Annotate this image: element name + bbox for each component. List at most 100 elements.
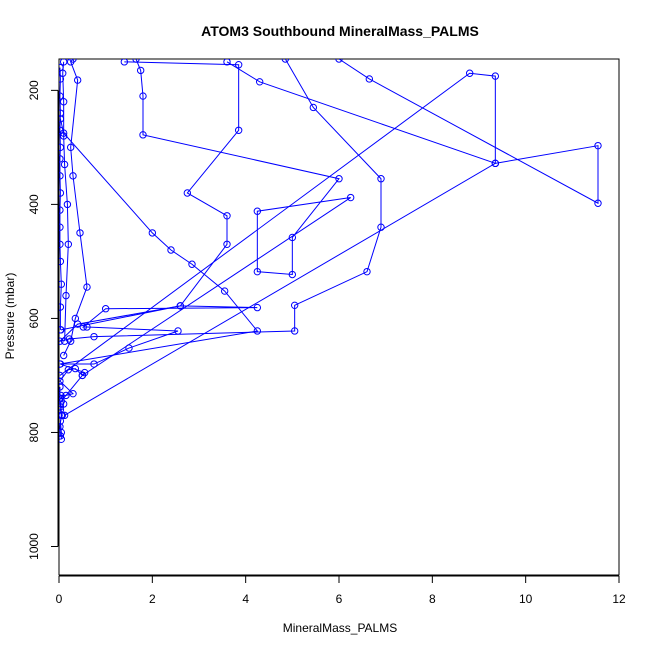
data-point [594, 199, 602, 207]
series-line-3 [60, 61, 240, 331]
series-line-1 [59, 59, 382, 436]
data-point [60, 411, 69, 420]
x-tick-label: 6 [336, 592, 343, 606]
x-tick-label: 0 [56, 592, 63, 606]
data-point [59, 397, 66, 405]
data-point [255, 78, 264, 86]
data-point [64, 366, 73, 374]
plot-frame [58, 58, 620, 576]
data-point [253, 327, 262, 335]
data-point [220, 287, 229, 295]
data-point [59, 115, 65, 123]
data-point [101, 305, 110, 313]
y-tick-label: 600 [27, 308, 41, 328]
data-point [223, 59, 231, 66]
data-point [491, 72, 500, 80]
data-point [69, 59, 77, 63]
data-point [253, 207, 262, 215]
y-tick-label: 1000 [27, 533, 41, 560]
data-point [281, 59, 290, 63]
series-line-4 [60, 59, 351, 402]
x-tick-label: 2 [149, 592, 156, 606]
y-tick-label: 400 [27, 194, 41, 214]
data-point [90, 360, 98, 368]
data-point [183, 189, 192, 197]
data-point [377, 223, 385, 231]
data-point [59, 126, 64, 134]
x-tick-label: 4 [242, 592, 249, 606]
series-line-8 [62, 61, 69, 342]
data-point [309, 103, 318, 112]
data-point [59, 303, 65, 311]
data-point [290, 327, 299, 335]
data-point [69, 389, 77, 398]
data-point [59, 240, 64, 248]
data-point [59, 206, 64, 214]
data-point [59, 257, 65, 266]
data-point [335, 59, 343, 63]
data-point [78, 371, 87, 380]
data-point [365, 75, 374, 83]
data-point [63, 200, 72, 209]
data-point [59, 326, 65, 334]
data-point [59, 383, 64, 391]
data-point [59, 394, 64, 402]
data-point [59, 280, 66, 288]
data-point [120, 59, 129, 66]
data-point [59, 63, 64, 72]
x-axis-label: MineralMass_PALMS [283, 621, 397, 635]
data-point [253, 267, 262, 276]
data-point [59, 92, 64, 100]
data-point [346, 193, 355, 202]
data-point [59, 109, 65, 117]
series-lines [59, 59, 599, 440]
data-point [59, 223, 64, 231]
data-point [59, 189, 65, 197]
series-line-2 [59, 118, 259, 365]
data-point [139, 92, 147, 100]
data-point [59, 155, 64, 163]
data-point [59, 143, 65, 152]
data-point [69, 172, 77, 180]
series-line-6 [59, 61, 496, 376]
data-point [223, 212, 231, 220]
x-axis: 0 2 4 6 8 10 12 [56, 575, 626, 606]
data-point [59, 403, 65, 411]
data-point [76, 229, 84, 237]
data-point [59, 371, 64, 380]
data-point [60, 160, 69, 169]
data-point [62, 391, 70, 400]
series-line-9 [63, 59, 88, 356]
data-point [59, 428, 66, 437]
data-point [167, 246, 175, 254]
data-point [594, 141, 602, 150]
data-point [59, 351, 68, 360]
data-point [71, 364, 80, 373]
y-axis: 200 400 600 800 1000 [27, 80, 59, 560]
data-point [136, 66, 145, 75]
data-point [288, 233, 297, 242]
data-point [335, 175, 343, 183]
data-point [59, 391, 65, 400]
data-point [59, 411, 66, 420]
y-tick-label: 200 [27, 80, 41, 100]
data-point [253, 303, 262, 312]
data-point [290, 301, 299, 310]
data-point [223, 240, 231, 249]
data-point [83, 323, 91, 331]
data-point [363, 267, 371, 276]
x-tick-label: 10 [519, 592, 533, 606]
data-point [491, 159, 500, 168]
x-tick-label: 8 [429, 592, 436, 606]
data-point [90, 332, 98, 341]
data-point [66, 337, 75, 345]
data-point [59, 337, 64, 345]
series-points [59, 59, 602, 443]
data-point [59, 132, 68, 140]
data-point [64, 240, 73, 249]
data-point [148, 229, 157, 237]
data-point [59, 98, 68, 106]
data-point [174, 327, 182, 335]
data-point [83, 283, 91, 291]
